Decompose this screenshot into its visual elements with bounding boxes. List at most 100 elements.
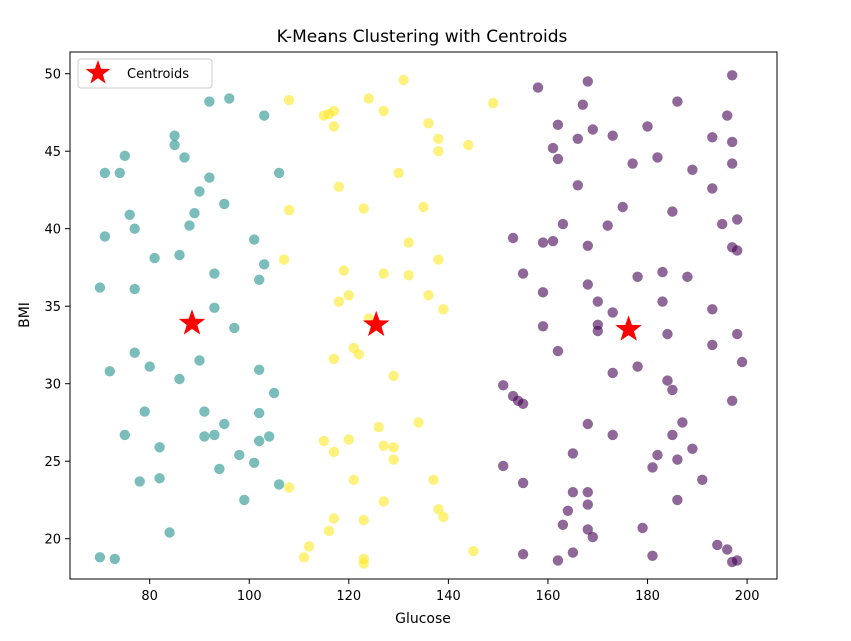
data-point-cluster-1: [104, 366, 116, 377]
data-point-cluster-0: [607, 429, 618, 441]
data-point-cluster-0: [682, 271, 693, 282]
data-point-cluster-0: [517, 268, 529, 279]
data-point-cluster-2: [378, 105, 389, 117]
y-tick-label: 40: [44, 223, 61, 238]
data-point-cluster-0: [697, 474, 708, 485]
data-point-cluster-1: [129, 347, 140, 358]
data-point-cluster-0: [547, 142, 559, 154]
data-point-cluster-1: [219, 198, 230, 210]
data-point-cluster-0: [732, 214, 743, 225]
data-point-cluster-1: [273, 479, 285, 490]
data-point-cluster-2: [353, 349, 364, 360]
data-point-cluster-0: [672, 454, 683, 465]
data-point-cluster-2: [358, 203, 369, 214]
data-point-cluster-1: [169, 130, 180, 141]
data-point-cluster-0: [736, 356, 748, 368]
data-point-cluster-0: [672, 96, 683, 107]
data-point-cluster-0: [517, 398, 529, 409]
data-point-cluster-1: [94, 282, 106, 293]
data-point-cluster-2: [418, 201, 429, 213]
data-point-cluster-1: [154, 442, 165, 453]
data-point-cluster-2: [278, 254, 290, 265]
data-point-cluster-2: [348, 474, 359, 485]
data-point-cluster-0: [552, 119, 564, 130]
data-point-cluster-0: [717, 218, 728, 230]
data-point-cluster-2: [463, 139, 474, 151]
y-tick-label: 25: [44, 455, 61, 470]
legend: Centroids: [77, 58, 213, 89]
data-point-cluster-2: [343, 290, 354, 301]
data-point-cluster-2: [318, 110, 330, 121]
data-point-cluster-2: [358, 558, 369, 569]
data-point-cluster-2: [328, 121, 340, 132]
data-point-cluster-1: [174, 373, 185, 385]
data-point-cluster-2: [363, 93, 374, 104]
data-point-cluster-2: [333, 181, 345, 192]
data-point-cluster-0: [617, 201, 628, 213]
data-point-cluster-1: [174, 249, 185, 261]
data-point-cluster-2: [318, 435, 330, 447]
x-axis-label: Glucose: [395, 611, 451, 627]
data-point-cluster-0: [592, 296, 603, 307]
data-point-cluster-1: [239, 494, 250, 506]
data-point-cluster-1: [268, 387, 280, 399]
data-point-cluster-0: [582, 279, 593, 290]
data-point-cluster-1: [209, 429, 220, 441]
data-point-cluster-0: [632, 361, 643, 372]
data-point-cluster-0: [662, 328, 673, 340]
data-point-cluster-2: [328, 353, 340, 365]
x-tick-label: 80: [141, 589, 158, 604]
data-point-cluster-2: [303, 541, 315, 552]
data-point-cluster-2: [388, 454, 399, 465]
data-point-cluster-1: [214, 463, 225, 475]
data-point-cluster-2: [328, 446, 340, 458]
data-point-cluster-1: [94, 552, 106, 563]
data-point-cluster-1: [154, 473, 165, 484]
data-point-cluster-0: [727, 158, 738, 169]
data-point-cluster-0: [707, 132, 718, 143]
data-point-cluster-2: [433, 504, 444, 515]
data-point-cluster-2: [378, 496, 389, 507]
data-point-cluster-1: [114, 167, 126, 179]
x-tick-label: 120: [336, 589, 361, 604]
data-point-cluster-0: [582, 487, 593, 498]
data-point-cluster-1: [254, 274, 265, 285]
data-point-cluster-1: [99, 167, 111, 179]
data-point-cluster-0: [642, 121, 653, 132]
data-point-cluster-1: [189, 208, 200, 219]
data-point-cluster-1: [204, 172, 215, 183]
data-point-cluster-1: [254, 435, 265, 447]
data-point-cluster-2: [423, 290, 434, 301]
data-point-cluster-0: [662, 375, 673, 386]
data-point-cluster-2: [403, 237, 414, 248]
data-point-cluster-1: [209, 302, 220, 313]
data-point-cluster-0: [607, 307, 618, 318]
data-point-cluster-0: [712, 539, 723, 551]
data-point-cluster-0: [687, 164, 698, 175]
data-point-cluster-0: [567, 547, 579, 558]
data-point-cluster-2: [283, 482, 295, 493]
data-point-cluster-1: [169, 139, 180, 151]
data-point-cluster-1: [194, 186, 205, 197]
data-point-cluster-1: [194, 355, 205, 366]
x-tick-label: 200: [735, 589, 760, 604]
data-point-cluster-0: [498, 380, 509, 391]
legend-box: [77, 58, 213, 89]
y-tick-label: 35: [44, 300, 61, 315]
data-point-cluster-2: [398, 74, 409, 86]
centroid-star: [362, 310, 390, 337]
data-point-cluster-1: [219, 418, 230, 430]
data-point-cluster-1: [264, 431, 275, 442]
data-point-cluster-2: [378, 440, 389, 451]
data-point-cluster-0: [582, 240, 593, 251]
data-point-cluster-2: [423, 118, 434, 129]
data-point-cluster-2: [413, 417, 424, 428]
data-point-cluster-2: [438, 511, 449, 523]
data-point-cluster-0: [657, 296, 668, 307]
y-tick-label: 50: [44, 68, 61, 83]
data-point-cluster-1: [224, 93, 235, 104]
data-point-cluster-2: [373, 421, 384, 433]
data-point-cluster-0: [657, 266, 668, 278]
data-point-cluster-1: [124, 209, 135, 220]
